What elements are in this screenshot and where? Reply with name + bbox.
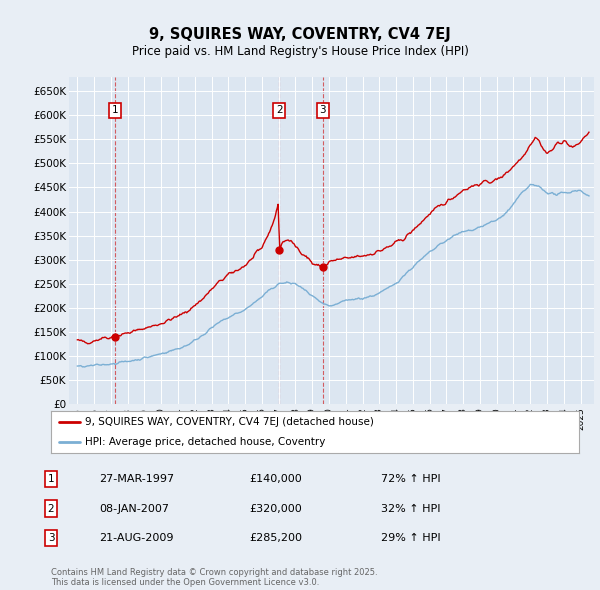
Text: £320,000: £320,000 [249, 504, 302, 513]
Text: 9, SQUIRES WAY, COVENTRY, CV4 7EJ: 9, SQUIRES WAY, COVENTRY, CV4 7EJ [149, 27, 451, 42]
Text: 29% ↑ HPI: 29% ↑ HPI [381, 533, 440, 543]
Text: 21-AUG-2009: 21-AUG-2009 [99, 533, 173, 543]
Text: 1: 1 [47, 474, 55, 484]
Text: 9, SQUIRES WAY, COVENTRY, CV4 7EJ (detached house): 9, SQUIRES WAY, COVENTRY, CV4 7EJ (detac… [85, 417, 374, 427]
Text: £140,000: £140,000 [249, 474, 302, 484]
Text: Contains HM Land Registry data © Crown copyright and database right 2025.
This d: Contains HM Land Registry data © Crown c… [51, 568, 377, 587]
Text: 2: 2 [276, 106, 283, 116]
Text: HPI: Average price, detached house, Coventry: HPI: Average price, detached house, Cove… [85, 437, 326, 447]
Text: 3: 3 [47, 533, 55, 543]
Text: 27-MAR-1997: 27-MAR-1997 [99, 474, 174, 484]
Text: 32% ↑ HPI: 32% ↑ HPI [381, 504, 440, 513]
Text: 72% ↑ HPI: 72% ↑ HPI [381, 474, 440, 484]
Text: Price paid vs. HM Land Registry's House Price Index (HPI): Price paid vs. HM Land Registry's House … [131, 45, 469, 58]
Text: 08-JAN-2007: 08-JAN-2007 [99, 504, 169, 513]
Text: 3: 3 [320, 106, 326, 116]
Text: 1: 1 [112, 106, 118, 116]
Text: 2: 2 [47, 504, 55, 513]
Text: £285,200: £285,200 [249, 533, 302, 543]
